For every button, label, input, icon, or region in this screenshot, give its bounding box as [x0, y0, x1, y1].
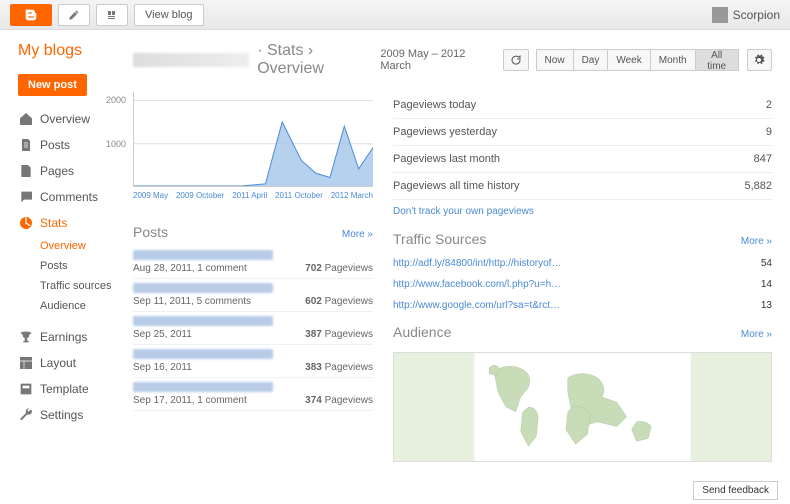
sidebar-item-template[interactable]: Template [18, 376, 118, 402]
post-row[interactable]: Sep 16, 2011383 Pageviews [133, 345, 373, 378]
layout-icon [18, 355, 34, 371]
period-week[interactable]: Week [607, 49, 650, 71]
trophy-icon [18, 329, 34, 345]
sidebar-item-pages[interactable]: Pages [18, 158, 118, 184]
period-day[interactable]: Day [573, 49, 609, 71]
post-row[interactable]: Sep 17, 2011, 1 comment374 Pageviews [133, 378, 373, 411]
sidebar-item-comments[interactable]: Comments [18, 184, 118, 210]
traffic-source-link[interactable]: http://adf.ly/84800/int/http://historyof… [393, 258, 563, 269]
home-icon [18, 111, 34, 127]
pencil-icon [68, 9, 80, 21]
traffic-section-title: Traffic Sources More » [393, 223, 772, 253]
stat-row: Pageviews all time history5,882 [393, 173, 772, 200]
posts-list-button[interactable] [96, 4, 128, 26]
sidebar-item-settings[interactable]: Settings [18, 402, 118, 428]
main: · Stats › Overview 2009 May – 2012 March… [133, 42, 772, 462]
sidebar-item-overview[interactable]: Overview [18, 106, 118, 132]
date-range: 2009 May – 2012 March [380, 48, 495, 72]
sidebar: My blogs New post OverviewPostsPagesComm… [18, 42, 118, 462]
traffic-row: http://adf.ly/84800/int/http://historyof… [393, 253, 772, 274]
comment-icon [18, 189, 34, 205]
period-month[interactable]: Month [650, 49, 696, 71]
dont-track-link[interactable]: Don't track your own pageviews [393, 200, 772, 223]
sidebar-item-posts[interactable]: Posts [18, 132, 118, 158]
breadcrumb: · Stats › Overview [257, 42, 380, 78]
refresh-icon [510, 54, 522, 66]
stat-row: Pageviews last month847 [393, 146, 772, 173]
new-post-button[interactable]: New post [18, 74, 87, 96]
stat-row: Pageviews today2 [393, 92, 772, 119]
compose-button[interactable] [58, 4, 90, 26]
post-title-redacted [133, 283, 273, 293]
user-menu[interactable]: Scorpion [712, 7, 780, 23]
xtick: 2009 October [176, 191, 224, 200]
refresh-button[interactable] [503, 49, 528, 71]
post-title-redacted [133, 349, 273, 359]
template-icon [18, 381, 34, 397]
sidebar-subitem-overview[interactable]: Overview [18, 236, 118, 256]
audience-more-link[interactable]: More » [741, 329, 772, 340]
xtick: 2011 October [275, 191, 323, 200]
pageviews-chart: 2000 1000 [133, 92, 373, 187]
topbar: View blog Scorpion [0, 0, 790, 30]
view-blog-button[interactable]: View blog [134, 4, 204, 26]
sidebar-subitem-traffic-sources[interactable]: Traffic sources [18, 276, 118, 296]
ytick: 1000 [106, 139, 126, 149]
blogger-icon [23, 7, 39, 23]
traffic-row: http://www.google.com/url?sa=t&rct=j&q=l… [393, 295, 772, 316]
xtick: 2011 April [232, 191, 267, 200]
post-title-redacted [133, 250, 273, 260]
sidebar-item-layout[interactable]: Layout [18, 350, 118, 376]
period-all-time[interactable]: All time [695, 49, 739, 71]
traffic-source-link[interactable]: http://www.facebook.com/l.php?u=http%3A%… [393, 279, 563, 290]
traffic-source-link[interactable]: http://www.google.com/url?sa=t&rct=j&q=l… [393, 300, 563, 311]
blog-name-redacted [133, 53, 249, 67]
ytick: 2000 [106, 95, 126, 105]
post-title-redacted [133, 316, 273, 326]
list-icon [106, 9, 118, 21]
user-name: Scorpion [733, 8, 780, 22]
posts-more-link[interactable]: More » [342, 229, 373, 240]
blogger-logo-button[interactable] [10, 4, 52, 26]
page-header: · Stats › Overview 2009 May – 2012 March… [133, 42, 772, 78]
wrench-icon [18, 407, 34, 423]
post-row[interactable]: Aug 28, 2011, 1 comment702 Pageviews [133, 246, 373, 279]
my-blogs-heading[interactable]: My blogs [18, 42, 118, 60]
sidebar-subitem-posts[interactable]: Posts [18, 256, 118, 276]
chart-xaxis: 2009 May 2009 October 2011 April 2011 Octob… [133, 191, 373, 200]
period-selector: NowDayWeekMonthAll time [537, 49, 739, 71]
sidebar-item-earnings[interactable]: Earnings [18, 324, 118, 350]
gear-icon [753, 54, 765, 66]
audience-map [393, 352, 772, 462]
post-row[interactable]: Sep 25, 2011387 Pageviews [133, 312, 373, 345]
sidebar-item-stats[interactable]: Stats [18, 210, 118, 236]
post-title-redacted [133, 382, 273, 392]
post-row[interactable]: Sep 11, 2011, 5 comments602 Pageviews [133, 279, 373, 312]
page-icon [18, 163, 34, 179]
send-feedback-button[interactable]: Send feedback [693, 481, 778, 500]
traffic-more-link[interactable]: More » [741, 236, 772, 247]
traffic-row: http://www.facebook.com/l.php?u=http%3A%… [393, 274, 772, 295]
sidebar-subitem-audience[interactable]: Audience [18, 296, 118, 316]
settings-button[interactable] [747, 49, 772, 71]
period-now[interactable]: Now [536, 49, 574, 71]
avatar [712, 7, 728, 23]
xtick: 2009 May [133, 191, 168, 200]
stats-icon [18, 215, 34, 231]
xtick: 2012 March [331, 191, 373, 200]
stat-row: Pageviews yesterday9 [393, 119, 772, 146]
doc-icon [18, 137, 34, 153]
posts-section-title: Posts More » [133, 216, 373, 246]
audience-section-title: Audience More » [393, 316, 772, 346]
